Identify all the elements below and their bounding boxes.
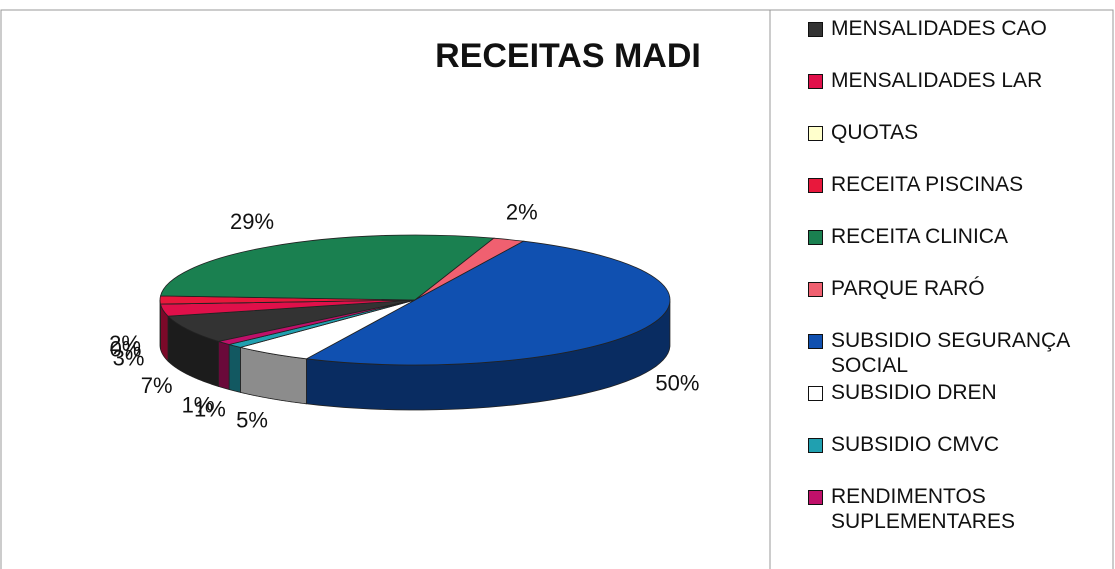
legend-label: RECEITA CLINICA [831, 225, 1008, 248]
legend-item: RECEITA PISCINAS [808, 172, 1108, 224]
legend-item: RENDIMENTOS SUPLEMENTARES [808, 484, 1108, 536]
legend-swatch [808, 334, 823, 349]
legend-item: RECEITA CLINICA [808, 224, 1108, 276]
data-label: 2% [109, 331, 141, 356]
slice-side [218, 340, 230, 391]
legend-item: MENSALIDADES CAO [808, 16, 1108, 68]
legend-swatch [808, 126, 823, 141]
legend-label: RECEITA PISCINAS [831, 173, 1024, 196]
legend-item: QUOTAS [808, 120, 1108, 172]
legend-label: PARQUE RARÓ [831, 277, 985, 300]
legend-item: SUBSIDIO SEGURANÇA SOCIAL [808, 328, 1108, 380]
legend-label: SUBSIDIO CMVC [831, 433, 1000, 456]
data-label: 7% [141, 373, 173, 398]
legend-swatch [808, 282, 823, 297]
legend-item: PARQUE RARÓ [808, 276, 1108, 328]
legend-item: SUBSIDIO CMVC [808, 432, 1108, 484]
legend-item: MENSALIDADES LAR [808, 68, 1108, 120]
data-label: 29% [230, 209, 274, 234]
legend-label: MENSALIDADES CAO [831, 17, 1047, 40]
legend-swatch [808, 178, 823, 193]
legend: MENSALIDADES CAO MENSALIDADES LAR QUOTAS RE… [808, 16, 1108, 536]
legend-swatch [808, 438, 823, 453]
slice-side [159, 299, 161, 350]
slice-side [228, 343, 241, 393]
legend-label: MENSALIDADES LAR [831, 69, 1043, 92]
legend-label: SUBSIDIO SEGURANÇA SOCIAL [831, 329, 1070, 377]
data-label: 1% [182, 392, 214, 417]
data-label: 5% [236, 408, 268, 433]
slice [216, 299, 416, 345]
legend-swatch [808, 386, 823, 401]
data-label: 2% [506, 199, 538, 224]
legend-label: QUOTAS [831, 121, 919, 144]
chart-title: RECEITAS MADI [435, 37, 701, 75]
legend-item: SUBSIDIO DREN [808, 380, 1108, 432]
legend-swatch [808, 74, 823, 89]
data-label: 50% [655, 370, 699, 395]
legend-swatch [808, 230, 823, 245]
data-label: 3% [113, 345, 145, 370]
slice [167, 299, 416, 342]
chart-border [0, 9, 1114, 569]
slice [159, 234, 495, 301]
legend-label: RENDIMENTOS SUPLEMENTARES [831, 485, 1015, 533]
slice [305, 240, 671, 366]
legend-swatch [808, 22, 823, 37]
data-label: 1% [194, 397, 226, 422]
legend-swatch [808, 490, 823, 505]
legend-label: SUBSIDIO DREN [831, 381, 997, 404]
data-label: 0% [110, 337, 142, 362]
